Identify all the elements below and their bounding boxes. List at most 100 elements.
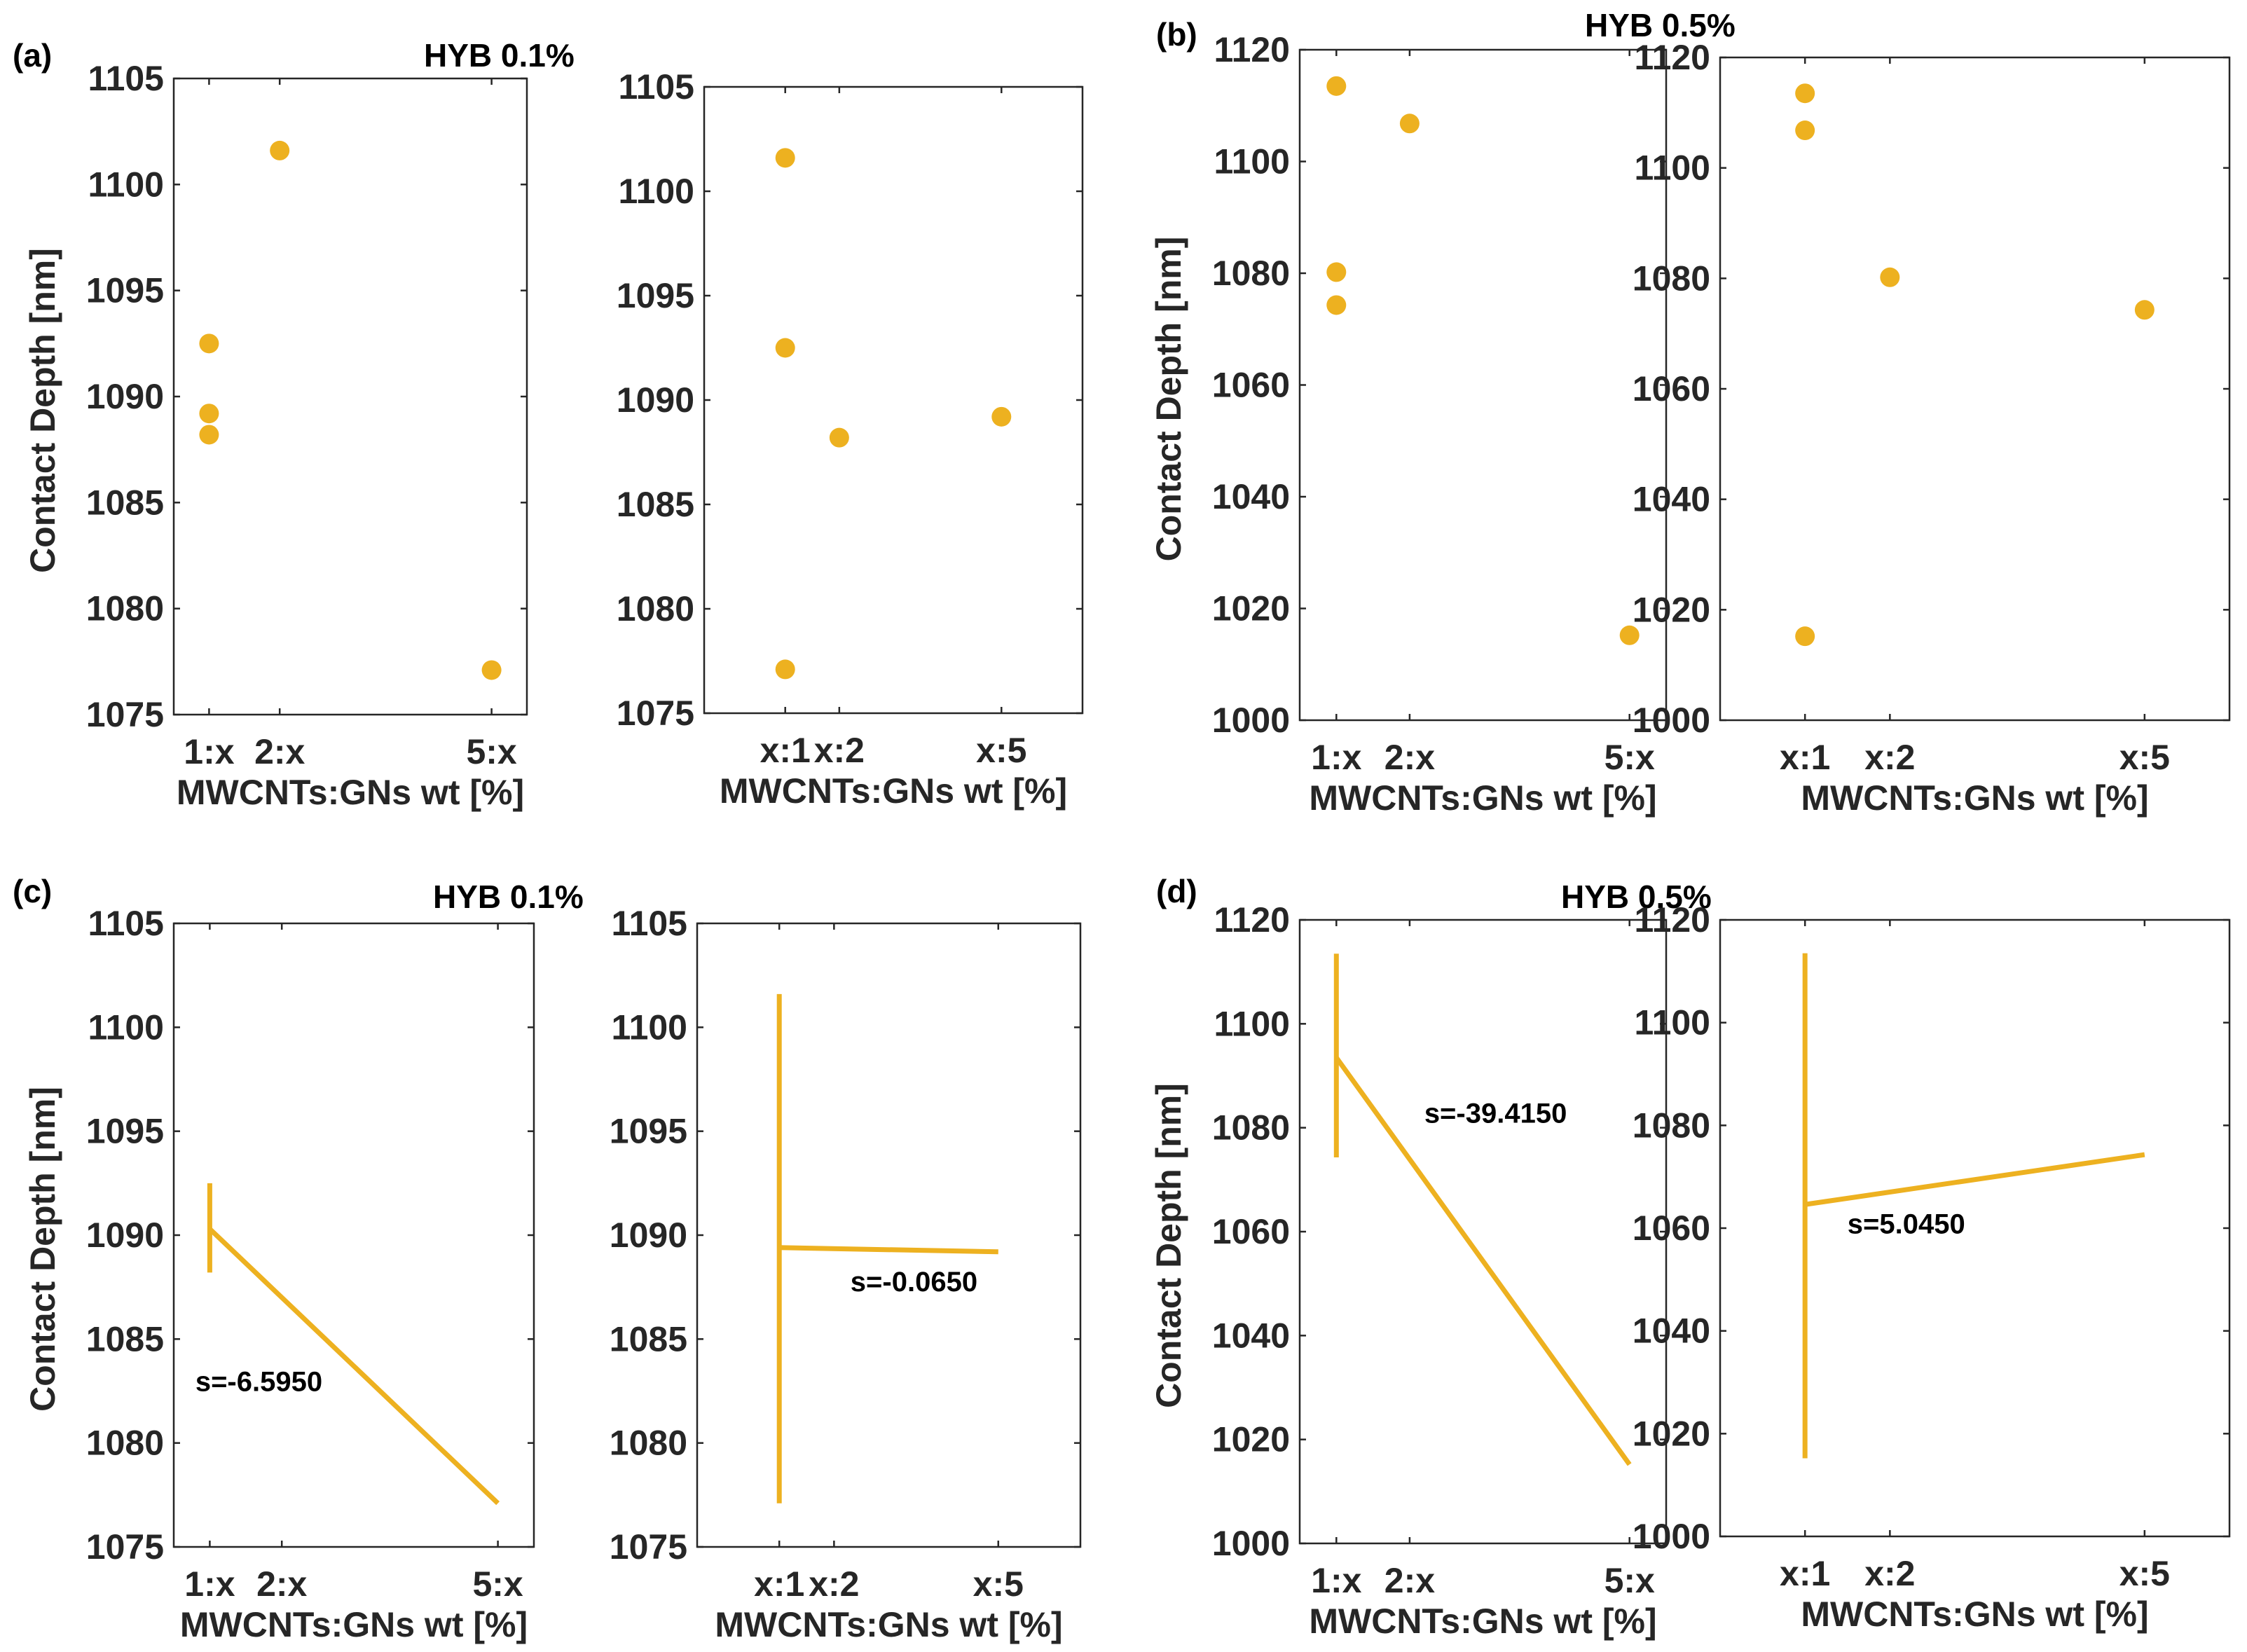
y-tick-label-d-left: 1100 [1214,1004,1290,1043]
slope-annotation-d-left: s=-39.4150 [1424,1098,1567,1129]
y-axis-label-d-left: Contact Depth [nm] [1149,1083,1188,1408]
x-tick-label-a-right: x:2 [814,731,865,770]
data-point-a-right [775,338,795,358]
x-tick-label-d-left: 1:x [1311,1561,1361,1600]
x-tick-label-a-left: 2:x [254,732,305,771]
y-tick-label-b-right: 1000 [1633,701,1710,740]
y-tick-label-d-left: 1020 [1212,1420,1290,1459]
y-tick-label-a-right: 1085 [617,485,694,524]
y-tick-label-c-right: 1105 [612,904,687,943]
x-axis-label-b-right: MWCNTs:GNs wt [%] [1801,778,2148,818]
y-tick-label-a-left: 1105 [88,59,164,98]
y-tick-label-a-left: 1080 [86,589,164,628]
axes-frame-a-left [172,77,528,716]
y-tick-label-d-right: 1000 [1633,1517,1710,1556]
y-tick-label-c-right: 1090 [610,1216,687,1255]
x-axis-label-d-left: MWCNTs:GNs wt [%] [1309,1602,1656,1641]
y-tick-label-a-left: 1095 [86,271,164,310]
axes-frame-c-right [696,922,1082,1548]
y-tick-label-a-left: 1090 [86,377,164,416]
series-line-slope-c-right [779,1245,998,1255]
x-tick-label-c-right: x:1 [754,1564,804,1604]
x-tick-label-a-left: 5:x [466,732,516,771]
data-point-b-right [1795,121,1815,141]
y-tick-label-a-right: 1075 [617,694,694,733]
y-tick-label-c-left: 1090 [86,1216,164,1255]
axes-frame-a-right [703,85,1084,715]
data-point-a-left [199,404,219,424]
y-tick-label-d-left: 1120 [1214,900,1290,939]
data-point-a-right [991,406,1012,427]
y-tick-label-d-left: 1080 [1212,1108,1290,1148]
data-point-b-left [1326,262,1347,282]
y-tick-label-b-right: 1040 [1633,480,1710,519]
y-tick-label-a-right: 1090 [617,380,694,420]
x-tick-label-b-left: 1:x [1311,738,1361,777]
panel-title-d: HYB 0.5% [1561,879,1712,915]
y-tick-label-d-left: 1000 [1212,1524,1290,1563]
y-tick-label-c-right: 1075 [610,1527,687,1567]
data-point-b-left [1326,295,1347,315]
series-line-slope-d-left [1334,1056,1632,1466]
series-line-slope-d-right [1804,1152,2145,1207]
y-tick-label-b-left: 1120 [1214,30,1290,69]
y-tick-label-b-right: 1080 [1633,259,1710,298]
x-tick-label-c-left: 1:x [184,1564,235,1604]
y-tick-label-b-right: 1020 [1633,590,1710,629]
data-point-b-right [1795,83,1815,104]
y-tick-label-c-left: 1105 [88,904,164,943]
data-point-b-right [1880,267,1900,287]
x-axis-label-a-right: MWCNTs:GNs wt [%] [720,771,1067,811]
y-tick-label-a-right: 1105 [619,67,694,106]
axes-frame-d-right [1719,918,2231,1538]
y-tick-label-c-right: 1100 [612,1007,687,1047]
y-tick-label-c-right: 1095 [610,1112,687,1151]
y-tick-label-d-right: 1080 [1633,1106,1710,1145]
data-point-b-left [1619,625,1640,645]
axes-frame-d-left [1298,918,1668,1545]
axes-frame-b-left [1298,48,1668,722]
data-point-a-left [481,660,502,680]
x-tick-label-a-right: x:5 [976,731,1026,770]
data-point-a-right [775,148,795,168]
axes-frame-b-right [1719,56,2231,722]
x-tick-label-b-right: x:5 [2119,738,2170,777]
x-tick-label-d-right: x:5 [2119,1554,2170,1593]
y-tick-label-a-right: 1100 [619,172,694,211]
x-tick-label-c-right: x:5 [973,1564,1024,1604]
y-tick-label-c-right: 1085 [610,1319,687,1358]
y-tick-label-d-right: 1060 [1633,1209,1710,1248]
y-tick-label-b-left: 1060 [1212,366,1290,405]
x-axis-label-b-left: MWCNTs:GNs wt [%] [1309,778,1656,818]
y-tick-label-b-left: 1100 [1214,142,1290,181]
y-tick-label-c-left: 1080 [86,1424,164,1463]
panel-label-a: (a) [13,37,52,74]
y-tick-label-d-right: 1040 [1633,1312,1710,1351]
y-tick-label-b-left: 1080 [1212,254,1290,293]
x-tick-label-c-left: 5:x [472,1564,523,1604]
y-tick-label-c-left: 1100 [88,1007,164,1047]
x-tick-label-a-right: x:1 [760,731,811,770]
x-tick-label-c-right: x:2 [809,1564,859,1604]
series-line-slope-c-left [207,1227,500,1506]
x-axis-label-c-right: MWCNTs:GNs wt [%] [715,1605,1062,1644]
y-tick-label-b-right: 1100 [1635,149,1710,188]
panel-label-d: (d) [1156,873,1197,909]
y-tick-label-c-left: 1095 [86,1112,164,1151]
slope-annotation-c-right: s=-0.0650 [851,1267,977,1297]
x-tick-label-b-right: x:1 [1780,738,1830,777]
slope-annotation-d-right: s=5.0450 [1848,1209,1965,1239]
y-tick-label-b-right: 1060 [1633,369,1710,408]
x-tick-label-b-left: 2:x [1384,738,1435,777]
y-tick-label-a-right: 1095 [617,276,694,315]
x-tick-label-b-right: x:2 [1864,738,1915,777]
y-tick-label-b-right: 1120 [1635,38,1710,77]
slope-annotation-c-left: s=-6.5950 [195,1367,322,1398]
plots-layer: 1075 1080 1085 1090 1095 1100 1105 1:x 2:x 5:x MWC… [23,30,2231,1644]
x-tick-label-d-right: x:1 [1780,1554,1830,1593]
y-tick-label-c-left: 1075 [86,1527,164,1567]
data-point-b-left [1326,76,1347,96]
x-tick-label-a-left: 1:x [184,732,234,771]
y-tick-label-c-right: 1080 [610,1424,687,1463]
